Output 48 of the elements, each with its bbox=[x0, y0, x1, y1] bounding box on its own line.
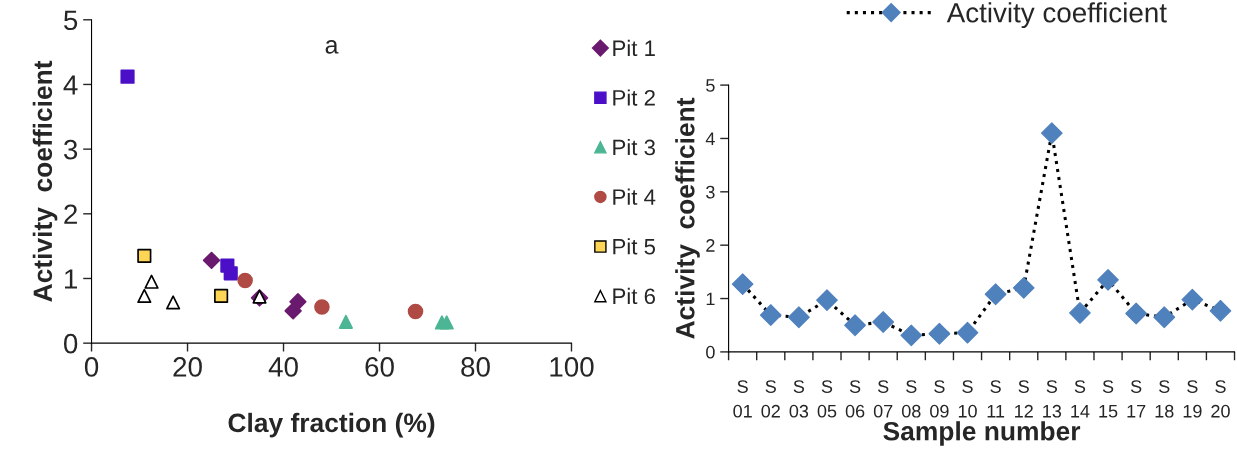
x-axis-title: Clay fraction (%) bbox=[228, 412, 435, 438]
x-tick-label: 20 bbox=[173, 357, 202, 377]
x-tick-label: S 03 bbox=[789, 380, 809, 418]
legend-label: Pit 4 bbox=[613, 188, 656, 205]
x-tick-label: 100 bbox=[550, 357, 594, 377]
x-tick-label: 40 bbox=[268, 357, 298, 377]
x-tick-label: S 01 bbox=[733, 380, 752, 418]
y-tick-label: 2 bbox=[64, 204, 77, 224]
x-tick-label: S 11 bbox=[987, 380, 1005, 418]
y-tick-label: 2 bbox=[706, 239, 715, 252]
x-tick-label: S 02 bbox=[761, 380, 780, 418]
x-axis-title: Sample number bbox=[883, 421, 1081, 446]
y-tick-label: 1 bbox=[706, 292, 715, 306]
x-tick-label: S 19 bbox=[1183, 380, 1202, 418]
y-tick-label: 0 bbox=[706, 345, 715, 359]
x-tick-label: S 12 bbox=[1015, 380, 1033, 418]
x-tick-label: S 05 bbox=[817, 380, 837, 418]
y-axis-title: Activity coefficient bbox=[32, 60, 58, 302]
y-tick-label: 4 bbox=[705, 132, 715, 145]
x-tick-label: S 09 bbox=[930, 380, 949, 418]
legend-label: Pit 1 bbox=[613, 39, 655, 57]
y-tick-label: 3 bbox=[706, 185, 715, 199]
y-axis-title: Activity coefficient bbox=[675, 97, 700, 339]
y-tick-label: 0 bbox=[63, 333, 78, 354]
legend-label: Activity coefficient bbox=[946, 2, 1167, 29]
x-tick-label: S 18 bbox=[1155, 380, 1174, 418]
x-tick-label: S 08 bbox=[901, 380, 921, 418]
x-tick-label: S 13 bbox=[1043, 380, 1062, 418]
x-tick-label: 0 bbox=[84, 357, 99, 377]
text: a bbox=[325, 40, 339, 54]
y-tick-label: 4 bbox=[63, 75, 78, 95]
x-tick-label: S 14 bbox=[1071, 380, 1090, 418]
y-tick-label: 5 bbox=[706, 79, 715, 92]
x-tick-label: S 10 bbox=[958, 380, 977, 418]
x-tick-label: S 07 bbox=[873, 380, 893, 418]
legend-label: Pit 5 bbox=[613, 238, 656, 255]
y-tick-label: 5 bbox=[64, 10, 78, 31]
x-tick-label: S 17 bbox=[1127, 380, 1146, 418]
legend-label: Pit 3 bbox=[613, 138, 655, 156]
x-tick-label: 60 bbox=[365, 357, 394, 377]
y-tick-label: 3 bbox=[63, 139, 78, 160]
x-tick-label: S 20 bbox=[1211, 380, 1230, 418]
x-tick-label: S 06 bbox=[845, 380, 865, 418]
y-tick-label: 1 bbox=[65, 269, 77, 289]
x-tick-label: 80 bbox=[461, 357, 490, 377]
x-tick-label: S 15 bbox=[1099, 380, 1118, 418]
legend-label: Pit 2 bbox=[613, 89, 655, 106]
legend-label: Pit 6 bbox=[613, 287, 655, 305]
